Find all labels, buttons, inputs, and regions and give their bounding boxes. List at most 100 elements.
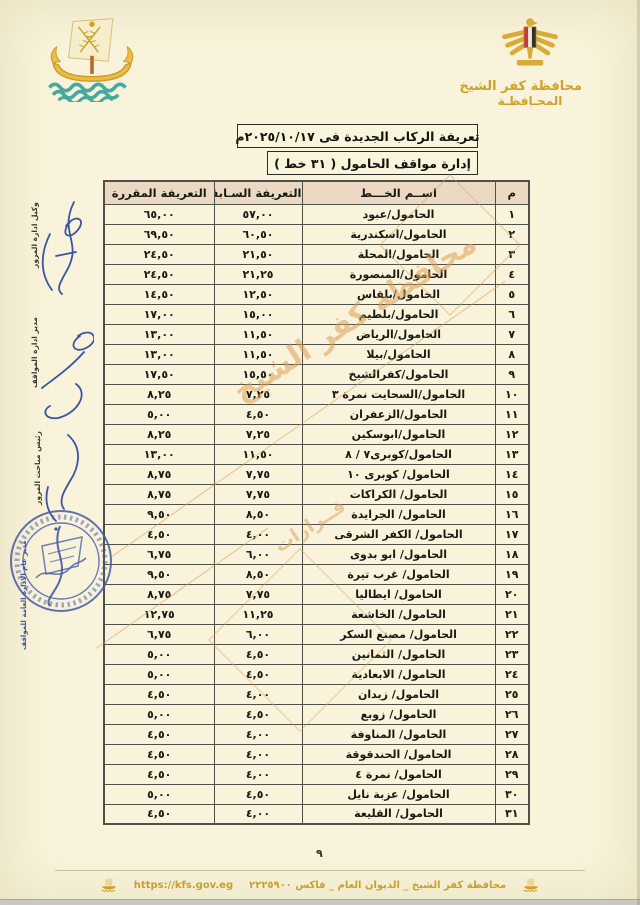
cell-line-name: الحامول/ الثمانين [301,643,496,665]
table-row: ٨ الحامول/بيلا ١١,٥٠ ١٣,٠٠ [103,343,530,365]
footer-bar: محافظة كفر الشيخ _ الديوان العام _ فاكس … [0,875,640,895]
cell-line-name: الحامول/ زيدان [301,683,496,705]
cell-prev-tariff: ٤,٥٠ [213,703,303,725]
cell-line-name: الحامول/ القليعة [301,803,496,825]
table-row: ٢ الحامول/اسكندرية ٦٠,٥٠ ٦٩,٥٠ [103,223,530,245]
table-row: ٢٣ الحامول/ الثمانين ٤,٥٠ ٥,٠٠ [103,643,530,665]
cell-row-number: ٨ [494,343,530,365]
cell-prev-tariff: ١١,٢٥ [213,603,303,625]
cell-line-name: الحامول/بلقاس [301,283,496,305]
cell-new-tariff: ٤,٥٠ [103,743,215,765]
tariff-table: م اســم الخـــط التعريفة السـابقة التعري… [103,180,530,825]
cell-new-tariff: ١٤,٥٠ [103,283,215,305]
cell-prev-tariff: ١٢,٥٠ [213,283,303,305]
cell-prev-tariff: ٦,٠٠ [213,623,303,645]
cell-line-name: الحامول/السحايت نمرة ٣ [301,383,496,405]
cell-prev-tariff: ٥٧,٠٠ [213,203,303,225]
cell-prev-tariff: ٧,٢٥ [213,423,303,445]
table-row: ٢١ الحامول/ الخاشعة ١١,٢٥ ١٢,٧٥ [103,603,530,625]
cell-new-tariff: ٥,٠٠ [103,643,215,665]
cell-prev-tariff: ١٥,٥٠ [213,363,303,385]
document-title: تعريفة الركاب الجديدة فى ٢٠٢٥/١٠/١٧م [235,124,480,148]
cell-row-number: ٣٠ [494,783,530,805]
scan-edge [0,899,640,905]
table-row: ١٢ الحامول/ابوسكين ٧,٢٥ ٨,٢٥ [103,423,530,445]
footer-url: https://kfs.gov.eg [133,879,234,891]
stamp-side-title: مدير عام الادارة العامة للمواقف [20,540,28,651]
cell-row-number: ٢٢ [494,623,530,645]
cell-prev-tariff: ٨,٥٠ [213,503,303,525]
table-row: ١ الحامول/عبود ٥٧,٠٠ ٦٥,٠٠ [103,203,530,225]
cell-prev-tariff: ٤,٠٠ [213,743,303,765]
cell-new-tariff: ٢٤,٥٠ [103,243,215,265]
header-row-number: م [494,180,530,205]
table-row: ١٨ الحامول/ ابو بدوى ٦,٠٠ ٦,٧٥ [103,543,530,565]
cell-row-number: ١ [494,203,530,225]
emblem-org-name: محافظة كفر الشيخ [459,79,582,94]
cell-line-name: الحامول/ ابو بدوى [301,543,496,565]
cell-prev-tariff: ٦,٠٠ [213,543,303,565]
cell-prev-tariff: ٨,٥٠ [213,563,303,585]
cell-new-tariff: ١٣,٠٠ [103,343,215,365]
table-row: ١٥ الحامول/ الكراكات ٧,٧٥ ٨,٧٥ [103,483,530,505]
table-row: ٦ الحامول/بلطيم ١٥,٠٠ ١٧,٠٠ [103,303,530,325]
cell-prev-tariff: ١٥,٠٠ [213,303,303,325]
cell-new-tariff: ٦٥,٠٠ [103,203,215,225]
table-row: ٧ الحامول/الرياض ١١,٥٠ ١٣,٠٠ [103,323,530,345]
cell-line-name: الحامول/بلطيم [301,303,496,325]
cell-new-tariff: ١٣,٠٠ [103,323,215,345]
cell-row-number: ٢٥ [494,683,530,705]
header-new-tariff: التعريفة المقررة [103,180,215,205]
table-row: ٢٠ الحامول/ ايطاليا ٧,٧٥ ٨,٧٥ [103,583,530,605]
cell-new-tariff: ٤,٥٠ [103,803,215,825]
table-row: ٢٧ الحامول/ المناوفة ٤,٠٠ ٤,٥٠ [103,723,530,745]
cell-new-tariff: ٨,٢٥ [103,423,215,445]
cell-line-name: الحامول/ مصنع السكر [301,623,496,645]
cell-row-number: ١٢ [494,423,530,445]
cell-prev-tariff: ٤,٠٠ [213,523,303,545]
cell-row-number: ١٠ [494,383,530,405]
official-round-stamp [10,510,112,612]
cell-prev-tariff: ٤,٠٠ [213,763,303,785]
table-row: ٥ الحامول/بلقاس ١٢,٥٠ ١٤,٥٠ [103,283,530,305]
cell-row-number: ٢٣ [494,643,530,665]
cell-line-name: الحامول/الرياض [301,323,496,345]
cell-prev-tariff: ١١,٥٠ [213,443,303,465]
cell-line-name: الحامول/كوبرى٧ / ٨ [301,443,496,465]
cell-new-tariff: ٨,٧٥ [103,463,215,485]
header-line-name: اســم الخـــط [301,180,496,205]
cell-row-number: ١١ [494,403,530,425]
cell-line-name: الحامول/ الابعادية [301,663,496,685]
cell-row-number: ١٣ [494,443,530,465]
cell-row-number: ٣١ [494,803,530,825]
cell-new-tariff: ٥,٠٠ [103,703,215,725]
cell-prev-tariff: ٢١,٢٥ [213,263,303,285]
cell-new-tariff: ٤,٥٠ [103,763,215,785]
cell-prev-tariff: ١١,٥٠ [213,343,303,365]
cell-prev-tariff: ١١,٥٠ [213,323,303,345]
cell-prev-tariff: ٦٠,٥٠ [213,223,303,245]
table-row: ١٧ الحامول/ الكفر الشرقى ٤,٠٠ ٤,٥٠ [103,523,530,545]
cell-new-tariff: ٤,٥٠ [103,683,215,705]
cell-row-number: ١٤ [494,463,530,485]
table-row: ١٦ الحامول/ الجرايدة ٨,٥٠ ٩,٥٠ [103,503,530,525]
cell-new-tariff: ٦٩,٥٠ [103,223,215,245]
cell-line-name: الحامول/ الحندقوقة [301,743,496,765]
cell-prev-tariff: ٧,٢٥ [213,383,303,405]
cell-line-name: الحامول/ كوبرى ١٠ [301,463,496,485]
handwritten-signature [41,201,82,295]
cell-line-name: الحامول/ الكراكات [301,483,496,505]
cell-line-name: الحامول/ عزبة نايل [301,783,496,805]
cell-row-number: ٥ [494,283,530,305]
cell-prev-tariff: ٤,٥٠ [213,783,303,805]
cell-line-name: الحامول/ نمرة ٤ [301,763,496,785]
cell-row-number: ٦ [494,303,530,325]
cell-row-number: ٤ [494,263,530,285]
cell-row-number: ١٩ [494,563,530,585]
cell-row-number: ٢ [494,223,530,245]
table-row: ٤ الحامول/المنصورة ٢١,٢٥ ٢٤,٥٠ [103,263,530,285]
cell-row-number: ٣ [494,243,530,265]
table-row: ٣ الحامول/المحلة ٢١,٥٠ ٢٤,٥٠ [103,243,530,265]
table-row: ٢٦ الحامول/ زوبع ٤,٥٠ ٥,٠٠ [103,703,530,725]
